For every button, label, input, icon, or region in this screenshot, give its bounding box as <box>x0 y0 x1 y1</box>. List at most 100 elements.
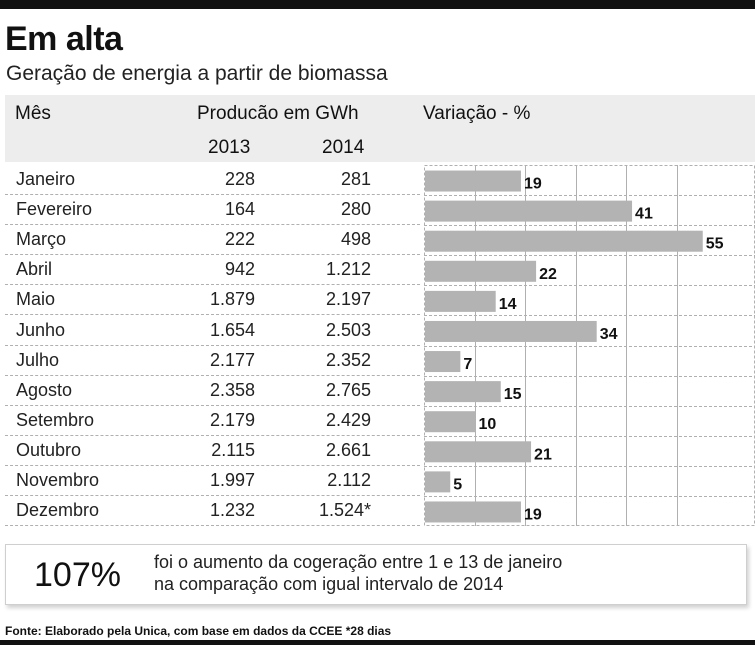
bar-value-label: 5 <box>453 476 462 493</box>
row-value-2014: 2.429 <box>325 409 371 430</box>
table-row: Julho 2.177 2.352 <box>5 346 420 376</box>
bar-value-label: 55 <box>706 236 724 253</box>
table-row: Agosto 2.358 2.765 <box>5 376 420 406</box>
bar <box>425 411 476 433</box>
row-month: Outubro <box>16 439 82 460</box>
row-value-2014: 1.524* <box>318 500 371 521</box>
bar-value-label: 10 <box>479 416 497 433</box>
bar <box>425 351 461 373</box>
row-divider <box>5 525 420 527</box>
header-production: Producão em GWh <box>197 103 359 124</box>
row-value-2014: 498 <box>340 229 371 250</box>
row-divider <box>5 284 420 286</box>
row-divider <box>5 254 420 256</box>
row-divider <box>5 344 420 346</box>
table-row: Abril 942 1.212 <box>5 255 420 286</box>
bar <box>425 381 501 403</box>
bottom-rule <box>0 640 755 645</box>
row-value-2014: 2.112 <box>327 470 371 490</box>
row-divider <box>5 374 420 376</box>
row-value-2013: 228 <box>224 169 255 189</box>
row-value-2013: 2.358 <box>209 379 255 400</box>
row-value-2013: 2.115 <box>211 439 255 460</box>
bar-value-label: 21 <box>534 446 552 463</box>
row-value-2014: 2.503 <box>325 319 371 340</box>
row-value-2013: 2.177 <box>209 349 255 370</box>
table-row: Junho 1.654 2.503 <box>5 316 420 346</box>
row-divider <box>5 404 420 406</box>
table-row: Março 222 498 <box>5 225 420 256</box>
header-year-2013: 2013 <box>208 137 251 158</box>
bar-value-label: 15 <box>504 386 522 403</box>
row-month: Janeiro <box>16 169 76 189</box>
top-rule <box>0 0 755 9</box>
source-note: Fonte: Elaborado pela Unica, com base em… <box>5 624 392 638</box>
highlight-text-line-2: na comparação com igual intervalo de 201… <box>154 574 504 594</box>
highlight-text-line-1: foi o aumento da cogeração entre 1 e 13 … <box>154 552 563 572</box>
bar-value-label: 14 <box>499 296 517 313</box>
table-row: Janeiro 228 281 <box>5 165 420 195</box>
row-value-2014: 281 <box>340 169 371 189</box>
row-month: Março <box>16 229 67 250</box>
table-row: Setembro 2.179 2.429 <box>5 406 420 436</box>
variation-bar-chart: 19 41 55 22 14 34 7 15 10 21 5 19 <box>424 165 755 526</box>
row-value-2013: 1.654 <box>209 319 255 340</box>
row-value-2014: 1.212 <box>325 259 371 280</box>
bar <box>425 170 521 192</box>
row-value-2014: 280 <box>340 199 371 220</box>
row-value-2014: 2.197 <box>325 289 371 310</box>
row-month: Dezembro <box>16 500 100 521</box>
row-divider <box>5 464 420 466</box>
highlight-text: foi o aumento da cogeração entre 1 e 13 … <box>154 551 562 595</box>
row-month: Setembro <box>16 409 95 430</box>
row-value-2014: 2.661 <box>325 439 371 460</box>
row-month: Abril <box>16 259 53 280</box>
row-month: Junho <box>16 319 66 340</box>
header-month: Mês <box>15 103 51 124</box>
bar-value-label: 19 <box>524 506 542 523</box>
highlight-value: 107% <box>34 556 121 594</box>
bar <box>425 200 633 222</box>
row-divider <box>5 434 420 436</box>
row-value-2014: 2.765 <box>325 379 371 400</box>
row-value-2013: 1.997 <box>209 470 255 490</box>
bar-value-label: 34 <box>600 326 618 343</box>
bar-value-label: 22 <box>539 266 557 283</box>
header-variation: Variação - % <box>423 103 531 124</box>
row-month: Agosto <box>16 379 73 400</box>
row-value-2013: 942 <box>224 259 255 280</box>
table-row: Fevereiro 164 280 <box>5 195 420 226</box>
bar <box>425 441 532 463</box>
table-row: Maio 1.879 2.197 <box>5 285 420 316</box>
row-value-2013: 164 <box>224 199 255 220</box>
table-row: Outubro 2.115 2.661 <box>5 436 420 466</box>
bar <box>425 501 521 523</box>
header-year-2014: 2014 <box>322 137 365 158</box>
bar <box>425 290 496 312</box>
row-divider <box>5 314 420 316</box>
table-row: Novembro 1.997 2.112 <box>5 466 420 496</box>
row-month: Julho <box>16 349 60 370</box>
table-row: Dezembro 1.232 1.524* <box>5 496 420 527</box>
row-divider <box>5 194 420 195</box>
row-value-2013: 222 <box>224 229 255 250</box>
chart-title: Em alta <box>5 20 123 58</box>
row-value-2013: 1.232 <box>209 500 255 521</box>
bar-value-label: 7 <box>463 356 472 373</box>
row-divider <box>5 224 420 226</box>
bar-value-label: 41 <box>635 206 653 223</box>
row-month: Fevereiro <box>16 199 93 220</box>
bar-value-label: 19 <box>524 176 542 193</box>
row-divider <box>5 495 420 496</box>
bar <box>425 471 451 493</box>
bar <box>425 320 597 342</box>
row-month: Novembro <box>16 470 100 490</box>
row-value-2014: 2.352 <box>325 349 371 370</box>
chart-subtitle: Geração de energia a partir de biomassa <box>6 62 388 85</box>
table-header: Mês Producão em GWh Variação - % 2013 20… <box>5 95 755 162</box>
row-value-2013: 1.879 <box>209 289 255 310</box>
bar <box>425 230 703 252</box>
row-month: Maio <box>16 289 56 310</box>
bar <box>425 260 537 282</box>
row-value-2013: 2.179 <box>209 409 255 430</box>
